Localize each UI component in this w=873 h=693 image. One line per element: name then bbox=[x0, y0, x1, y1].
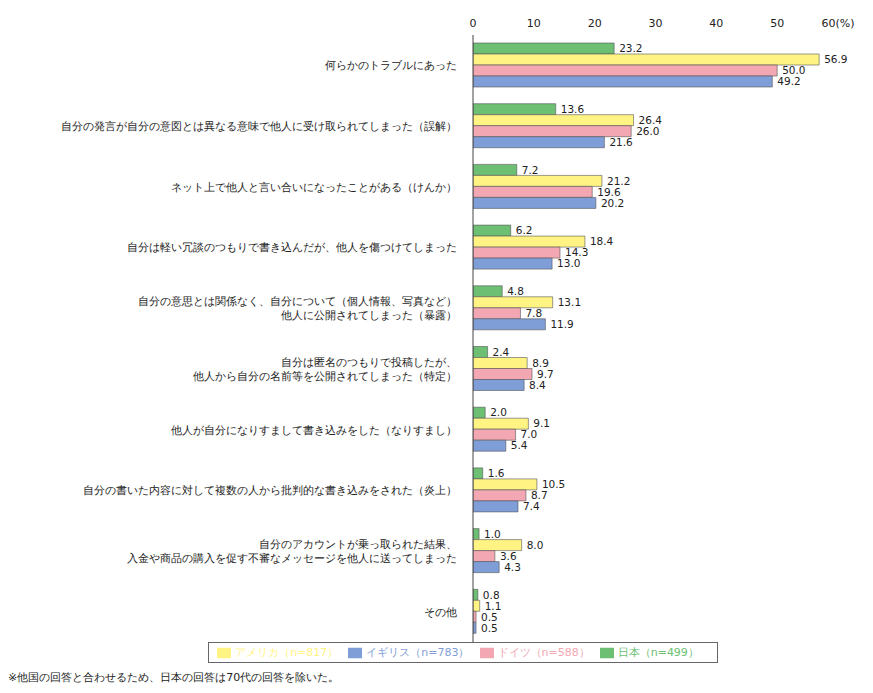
svg-text:50.0: 50.0 bbox=[782, 64, 806, 77]
svg-text:7.0: 7.0 bbox=[520, 428, 538, 441]
svg-text:10: 10 bbox=[527, 17, 541, 30]
svg-text:13.1: 13.1 bbox=[558, 296, 581, 308]
svg-text:20.2: 20.2 bbox=[601, 197, 624, 209]
svg-text:7.4: 7.4 bbox=[523, 500, 540, 512]
svg-text:1.0: 1.0 bbox=[484, 528, 501, 540]
svg-text:1.1: 1.1 bbox=[484, 599, 502, 612]
svg-text:自分のアカウントが乗っ取られた結果、入金や商品の購入を促す不: 自分のアカウントが乗っ取られた結果、入金や商品の購入を促す不審なメッセージを他人… bbox=[127, 538, 457, 565]
svg-text:0.5: 0.5 bbox=[481, 622, 498, 634]
html-text:ドイツ（n=588）: ドイツ（n=588） bbox=[497, 646, 590, 659]
svg-text:6.2: 6.2 bbox=[516, 224, 533, 236]
svg-text:49.2: 49.2 bbox=[777, 75, 800, 87]
svg-text:13.6: 13.6 bbox=[561, 103, 585, 115]
svg-text:4.3: 4.3 bbox=[504, 561, 521, 573]
svg-text:自分の発言が自分の意図とは異なる意味で他人に受け取られてしま: 自分の発言が自分の意図とは異なる意味で他人に受け取られてしまった（誤解） bbox=[61, 120, 457, 133]
svg-text:4.8: 4.8 bbox=[507, 285, 524, 297]
html-text:アメリカ（n=817）: アメリカ（n=817） bbox=[235, 646, 339, 659]
svg-text:自分は匿名のつもりで投稿したが、他人から自分の名前等を公開さ: 自分は匿名のつもりで投稿したが、他人から自分の名前等を公開されてしまった（特定） bbox=[193, 356, 457, 383]
svg-text:8.0: 8.0 bbox=[527, 539, 544, 551]
svg-text:19.6: 19.6 bbox=[597, 185, 621, 198]
svg-text:20: 20 bbox=[588, 17, 602, 30]
svg-text:56.9: 56.9 bbox=[824, 53, 847, 65]
svg-text:7.2: 7.2 bbox=[522, 164, 539, 176]
svg-text:0.5: 0.5 bbox=[481, 610, 498, 623]
svg-text:40: 40 bbox=[709, 17, 723, 30]
svg-text:7.8: 7.8 bbox=[525, 307, 542, 319]
svg-text:0: 0 bbox=[470, 17, 477, 30]
svg-text:60(%): 60(%) bbox=[821, 17, 854, 30]
svg-text:その他: その他 bbox=[424, 606, 457, 619]
svg-text:21.6: 21.6 bbox=[609, 136, 633, 148]
svg-text:ネット上で他人と言い合いになったことがある（けんか）: ネット上で他人と言い合いになったことがある（けんか） bbox=[171, 181, 457, 194]
svg-text:23.2: 23.2 bbox=[619, 42, 642, 54]
svg-text:9.1: 9.1 bbox=[533, 417, 551, 430]
html-text:日本（n=499）: 日本（n=499） bbox=[617, 646, 699, 659]
svg-text:自分は軽い冗談のつもりで書き込んだが、他人を傷つけてしまった: 自分は軽い冗談のつもりで書き込んだが、他人を傷つけてしまった bbox=[127, 241, 457, 254]
svg-text:13.0: 13.0 bbox=[557, 257, 580, 269]
svg-text:5.4: 5.4 bbox=[511, 439, 528, 451]
svg-text:50: 50 bbox=[770, 17, 784, 30]
svg-text:他人が自分になりすまして書き込みをした（なりすまし）: 他人が自分になりすまして書き込みをした（なりすまし） bbox=[171, 424, 457, 437]
svg-text:何らかのトラブルにあった: 何らかのトラブルにあった bbox=[325, 59, 457, 72]
svg-text:10.5: 10.5 bbox=[541, 478, 566, 491]
svg-text:21.2: 21.2 bbox=[607, 174, 631, 187]
svg-text:8.9: 8.9 bbox=[532, 356, 549, 369]
svg-text:自分の書いた内容に対して複数の人から批判的な書き込みをされた: 自分の書いた内容に対して複数の人から批判的な書き込みをされた（炎上） bbox=[83, 484, 457, 497]
svg-text:26.0: 26.0 bbox=[636, 125, 659, 137]
svg-text:14.3: 14.3 bbox=[565, 246, 589, 259]
svg-text:30: 30 bbox=[649, 17, 663, 30]
svg-text:自分の意思とは関係なく、自分について（個人情報、写真など）他: 自分の意思とは関係なく、自分について（個人情報、写真など）他人に公開されてしまっ… bbox=[138, 295, 457, 322]
svg-text:2.0: 2.0 bbox=[490, 406, 507, 418]
html-text:※他国の回答と合わせるため、日本の回答は70代の回答を除いた: ※他国の回答と合わせるため、日本の回答は70代の回答を除いた。 bbox=[8, 671, 340, 684]
svg-text:8.7: 8.7 bbox=[530, 489, 548, 502]
svg-text:3.6: 3.6 bbox=[499, 549, 517, 562]
svg-text:26.4: 26.4 bbox=[638, 113, 662, 126]
svg-text:0.8: 0.8 bbox=[482, 588, 500, 601]
html-text:イギリス（n=783）: イギリス（n=783） bbox=[366, 646, 470, 659]
svg-text:2.4: 2.4 bbox=[493, 346, 510, 358]
svg-text:8.4: 8.4 bbox=[529, 379, 546, 391]
svg-text:18.4: 18.4 bbox=[590, 235, 614, 247]
svg-text:9.7: 9.7 bbox=[537, 367, 554, 380]
svg-text:11.9: 11.9 bbox=[550, 318, 573, 330]
svg-text:1.6: 1.6 bbox=[488, 467, 505, 479]
